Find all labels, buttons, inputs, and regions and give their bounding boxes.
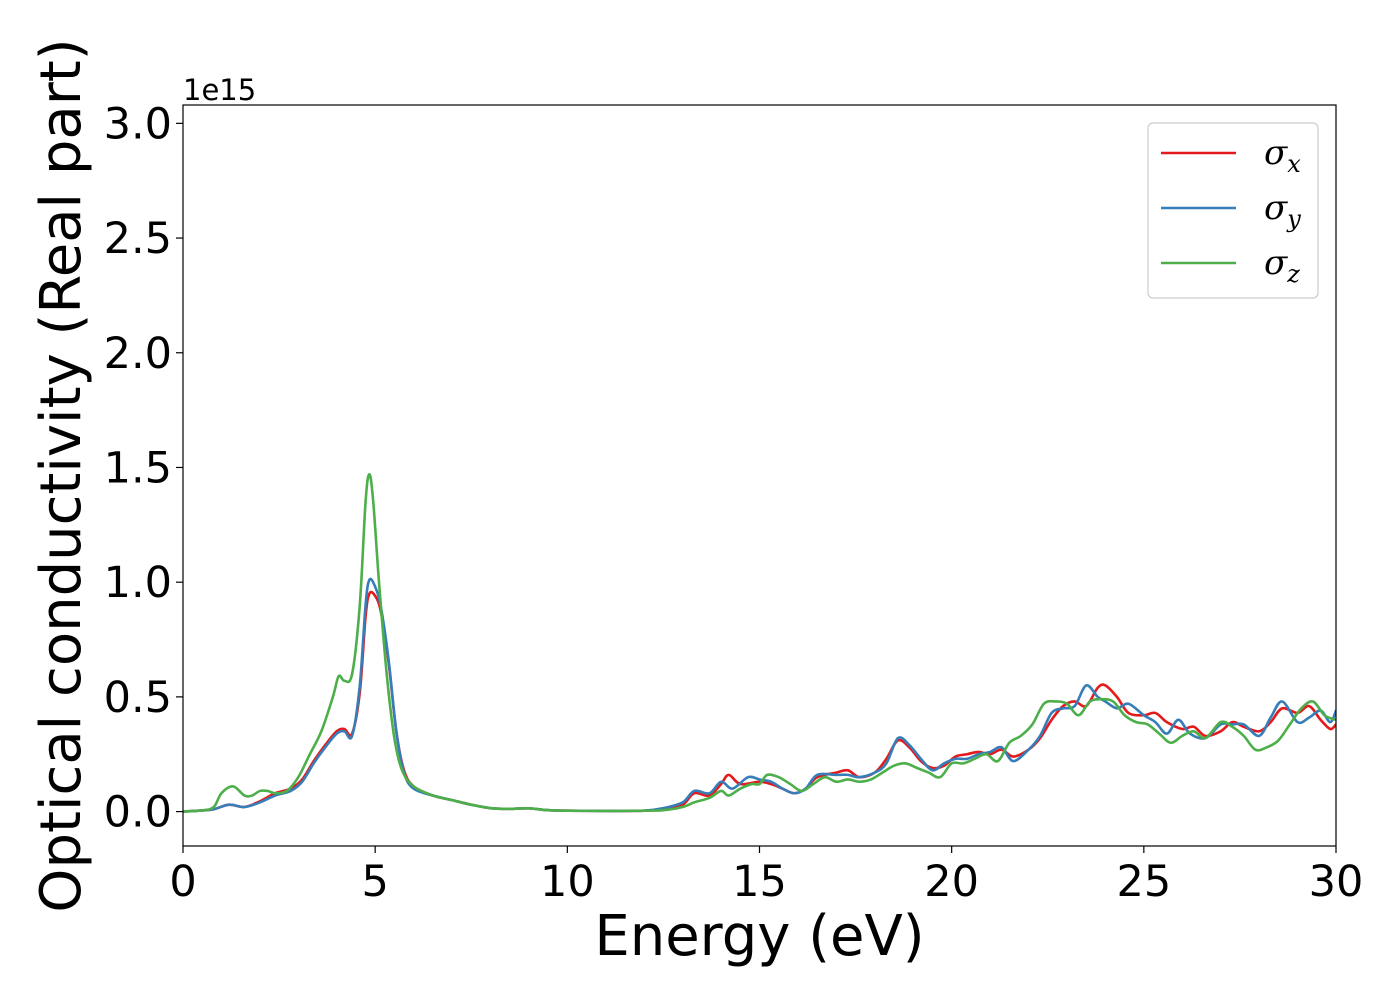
y-tick-label: 3.0 [104,99,172,149]
x-tick-label: 5 [361,857,388,907]
x-axis-title: Energy (eV) [594,904,924,969]
y-tick-label: 0.0 [104,788,172,838]
x-tick-label: 30 [1309,857,1364,907]
x-tick-label: 10 [540,857,595,907]
legend-label-y: σy [1264,188,1301,233]
x-tick-label: 0 [169,857,196,907]
legend-subscript: x [1287,150,1301,178]
y-tick-label: 2.5 [104,214,172,264]
legend-symbol: σ [1264,243,1288,283]
legend-symbol: σ [1264,188,1288,228]
legend-subscript: y [1286,205,1301,233]
y-tick-label: 1.5 [104,443,172,493]
x-tick-label: 20 [924,857,979,907]
y-axis-ticks: 0.0 0.5 1.0 1.5 2.0 2.5 3.0 [104,99,183,838]
y-tick-label: 0.5 [104,673,172,723]
legend-symbol: σ [1264,133,1288,173]
series-line-z [183,473,1336,813]
legend-label-x: σx [1264,133,1301,178]
legend-box [1147,122,1319,299]
y-axis-title: Optical conductivity (Real part) [29,38,94,912]
y-tick-label: 2.0 [104,329,172,379]
legend-subscript: z [1286,260,1300,288]
x-tick-label: 25 [1116,857,1171,907]
x-tick-label: 15 [732,857,787,907]
y-axis-offset-label: 1e15 [183,73,256,107]
y-tick-label: 1.0 [104,558,172,608]
x-axis-ticks: 0 5 10 15 20 25 30 [169,846,1363,907]
series-line-y [183,577,1336,813]
legend-label-z: σz [1264,243,1300,288]
series-layer [183,473,1336,813]
